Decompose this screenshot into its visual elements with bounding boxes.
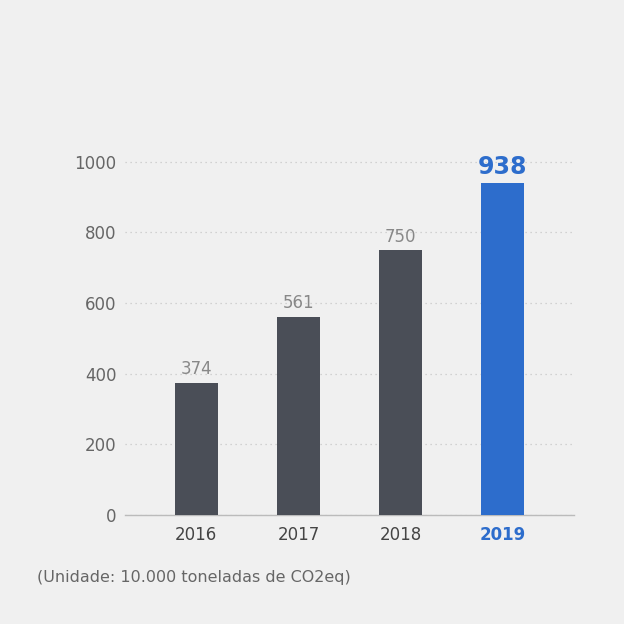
Text: 374: 374 — [180, 361, 212, 379]
Text: 750: 750 — [385, 228, 416, 246]
Bar — [277, 316, 320, 515]
Bar — [175, 383, 218, 515]
Text: 561: 561 — [283, 295, 314, 313]
Bar — [379, 250, 422, 515]
Text: (Unidade: 10.000 toneladas de CO2eq): (Unidade: 10.000 toneladas de CO2eq) — [37, 570, 351, 585]
Bar — [481, 183, 524, 515]
Text: 938: 938 — [478, 155, 527, 179]
